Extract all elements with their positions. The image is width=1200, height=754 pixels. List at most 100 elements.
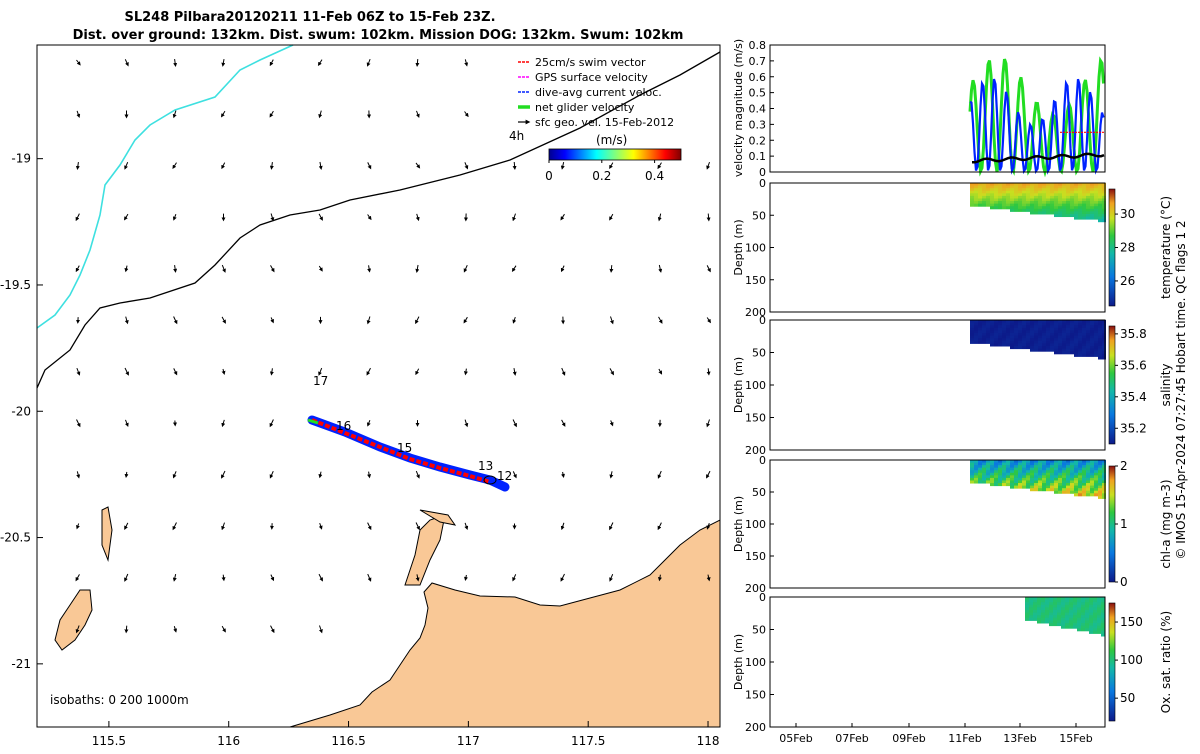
- section-colorbar-tick-label: 30: [1120, 207, 1135, 221]
- section-cell: [978, 341, 982, 344]
- section-cell: [1078, 493, 1082, 496]
- section-cell: [994, 483, 998, 486]
- section-cell: [1058, 491, 1062, 494]
- section-cell: [1026, 209, 1030, 212]
- section-xtick-label: 09Feb: [892, 732, 925, 745]
- section-cell: [1078, 217, 1082, 220]
- section-cell: [970, 480, 974, 483]
- velocity-ytick-label: 0.8: [749, 39, 767, 52]
- velocity-plot-area: [770, 45, 1105, 172]
- section-cell: [1054, 491, 1058, 494]
- section-cell: [1086, 354, 1090, 357]
- velocity-ytick-label: 0.4: [749, 103, 767, 116]
- section-ytick-label: 100: [745, 379, 766, 392]
- map-xtick-label: 118: [697, 734, 720, 748]
- section-cell: [1085, 628, 1089, 631]
- section-cell: [978, 204, 982, 207]
- section-cell: [986, 480, 990, 483]
- section-cell: [1050, 349, 1054, 352]
- map-ytick-label: -19.5: [0, 278, 31, 292]
- surface-velocity-arrow: [126, 472, 127, 476]
- section-colorbar-tick-label: 35.2: [1120, 421, 1147, 435]
- velocity-ytick-label: 0.2: [749, 134, 767, 147]
- section-colorbar-tick-label: 35.8: [1120, 327, 1147, 341]
- section-ytick-label: 100: [745, 518, 766, 531]
- map-xtick-label: 116.5: [331, 734, 365, 748]
- section-cell: [1046, 488, 1050, 491]
- section-ytick-label: 50: [752, 347, 766, 360]
- section-cell: [1010, 486, 1014, 489]
- section-cell: [1041, 620, 1045, 623]
- section-ytick-label: 0: [759, 454, 766, 467]
- velocity-ytick-label: 0.1: [749, 150, 767, 163]
- section-cell: [978, 480, 982, 483]
- surface-velocity-arrow: [708, 368, 709, 373]
- section-colorbar-tick-label: 100: [1120, 653, 1143, 667]
- section-colorbar-label: salinity: [1159, 363, 1173, 406]
- section-cell: [1062, 491, 1066, 494]
- section-cell: [1014, 209, 1018, 212]
- section-cell: [1070, 214, 1074, 217]
- section-cell: [1054, 214, 1058, 217]
- colorbar-tick-label: 0: [545, 169, 553, 183]
- section-ytick-label: 50: [752, 209, 766, 222]
- section-cell: [994, 206, 998, 209]
- velocity-ytick-label: 0.7: [749, 55, 767, 68]
- section-cell: [1081, 628, 1085, 631]
- section-cell: [1066, 351, 1070, 354]
- section-cell: [1006, 483, 1010, 486]
- time-label-4h: 4h: [509, 129, 524, 143]
- legend-label-dive: dive-avg current veloc.: [535, 86, 662, 99]
- velocity-ylabel: velocity magnitude (m/s): [732, 39, 745, 177]
- section-colorbar: [1109, 466, 1115, 582]
- map-ytick-label: -21: [11, 657, 31, 671]
- section-cell: [1030, 349, 1034, 352]
- map-xtick-label: 117: [457, 734, 480, 748]
- section-cell: [1066, 491, 1070, 494]
- section-cell: [1010, 209, 1014, 212]
- section-cell: [982, 204, 986, 207]
- section-cell: [1030, 211, 1034, 214]
- section-cell: [1050, 211, 1054, 214]
- section-cell: [1090, 493, 1094, 496]
- section-cell: [1030, 488, 1034, 491]
- legend-label-gps: GPS surface velocity: [535, 71, 648, 84]
- section-cell: [1002, 483, 1006, 486]
- section-ytick-label: 100: [745, 656, 766, 669]
- section-cell: [1098, 496, 1102, 499]
- section-cell: [1065, 626, 1069, 629]
- section-cell: [1066, 214, 1070, 217]
- map-ytick-label: -20: [11, 404, 31, 418]
- section-cell: [1034, 349, 1038, 352]
- section-ylabel: Depth (m): [732, 634, 745, 690]
- section-cell: [1098, 356, 1102, 359]
- section-cell: [1046, 349, 1050, 352]
- section-cell: [982, 480, 986, 483]
- surface-velocity-arrow: [417, 59, 418, 65]
- section-cell: [974, 204, 978, 207]
- section-cell: [1042, 349, 1046, 352]
- section-colorbar: [1109, 326, 1115, 444]
- section-cell: [1034, 211, 1038, 214]
- section-cell: [1078, 354, 1082, 357]
- section-cell: [1046, 211, 1050, 214]
- section-ytick-label: 100: [745, 242, 766, 255]
- section-cell: [1090, 354, 1094, 357]
- section-cell: [1038, 349, 1042, 352]
- colorbar-tick-label: 0.2: [592, 169, 611, 183]
- section-xtick-label: 11Feb: [948, 732, 981, 745]
- section-xtick-label: 07Feb: [835, 732, 868, 745]
- section-colorbar-tick-label: 1: [1120, 517, 1128, 531]
- section-cell: [1093, 631, 1097, 634]
- time-label-12: 12: [497, 469, 512, 483]
- section-cell: [1006, 206, 1010, 209]
- section-cell: [1086, 493, 1090, 496]
- section-cell: [1026, 486, 1030, 489]
- section-cell: [1057, 623, 1061, 626]
- velocity-ytick-label: 0.6: [749, 71, 767, 84]
- section-ytick-label: 150: [745, 689, 766, 702]
- legend-label-geo: sfc geo. vel. 15-Feb-2012: [535, 116, 674, 129]
